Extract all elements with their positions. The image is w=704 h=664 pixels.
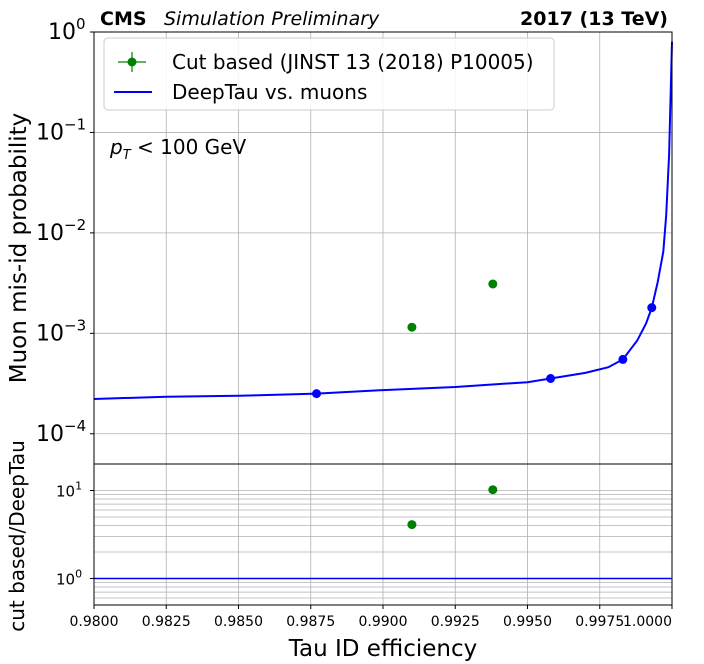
ratio-y-tick-label: 101 bbox=[56, 479, 82, 500]
x-tick-label: 0.9900 bbox=[359, 614, 408, 630]
main-y-tick-labels: 100 10−1 10−2 10−3 10−4 bbox=[36, 15, 94, 447]
cut-based-point bbox=[488, 279, 498, 289]
ratio-y-axis-label: cut based/DeepTau bbox=[5, 440, 29, 632]
main-panel: 100 10−1 10−2 10−3 10−4 Muon mis-id probabil… bbox=[6, 15, 673, 465]
ratio-series bbox=[94, 485, 672, 580]
header-run-info: 2017 (13 TeV) bbox=[520, 8, 668, 30]
deeptau-working-point bbox=[618, 354, 628, 364]
main-y-tick-label: 10−2 bbox=[36, 216, 86, 246]
deeptau-working-point bbox=[647, 303, 657, 313]
ratio-point bbox=[407, 520, 417, 530]
legend: Cut based (JINST 13 (2018) P10005) DeepT… bbox=[103, 37, 555, 111]
main-y-tick-label: 100 bbox=[48, 15, 86, 45]
legend-marker-cut-based bbox=[118, 52, 146, 72]
legend-label-deeptau: DeepTau vs. muons bbox=[172, 80, 367, 104]
x-tick-label: 0.9850 bbox=[214, 614, 263, 630]
x-tick-labels: 0.9800 0.9825 0.9850 0.9875 0.9900 0.9925 0.99… bbox=[70, 605, 673, 630]
header-status: Simulation Preliminary bbox=[164, 8, 380, 30]
deeptau-working-point bbox=[312, 389, 322, 399]
ratio-y-tick-labels: 101 100 bbox=[56, 479, 94, 589]
x-axis-label: Tau ID efficiency bbox=[288, 636, 477, 662]
x-tick-label: 0.9875 bbox=[286, 614, 335, 630]
ratio-y-tick-label: 100 bbox=[56, 568, 82, 589]
main-y-tick-label: 10−3 bbox=[36, 316, 86, 346]
legend-label-cut-based: Cut based (JINST 13 (2018) P10005) bbox=[172, 50, 534, 74]
x-tick-label: 0.9825 bbox=[142, 614, 191, 630]
deeptau-working-point bbox=[546, 373, 556, 383]
x-tick-label: 1.0000 bbox=[623, 614, 672, 630]
ratio-grid bbox=[93, 464, 673, 605]
main-y-axis-label: Muon mis-id probability bbox=[6, 113, 32, 383]
ratio-point bbox=[488, 485, 498, 495]
pt-cut-annotation: pT < 100 GeV bbox=[109, 135, 246, 163]
header-experiment: CMS bbox=[100, 8, 147, 30]
main-series bbox=[93, 41, 673, 400]
legend-box bbox=[103, 37, 555, 111]
x-tick-label: 0.9950 bbox=[503, 614, 552, 630]
x-tick-label: 0.9925 bbox=[431, 614, 480, 630]
x-tick-label: 0.9800 bbox=[70, 614, 119, 630]
x-tick-label: 0.9975 bbox=[575, 614, 624, 630]
cut-based-point bbox=[407, 322, 417, 332]
main-y-tick-label: 10−1 bbox=[36, 115, 86, 145]
main-y-tick-label: 10−4 bbox=[36, 417, 86, 447]
